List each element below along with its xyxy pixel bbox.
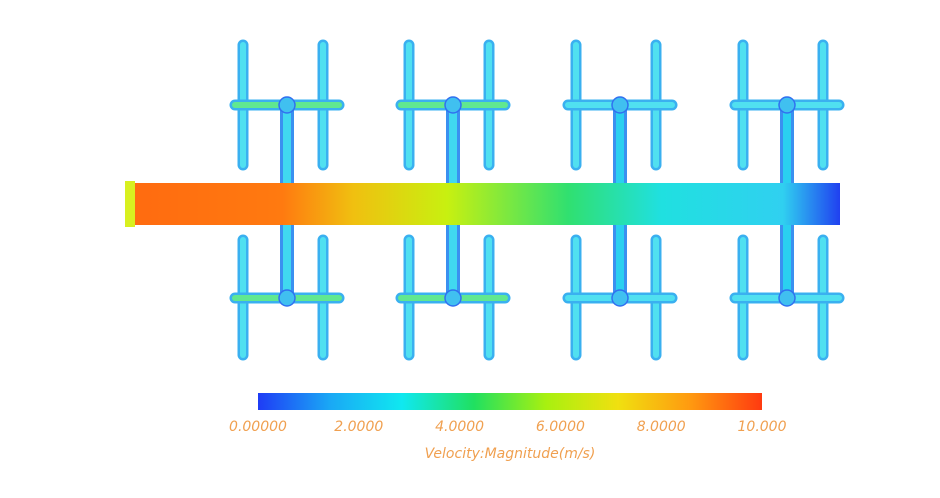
junction (611, 289, 629, 307)
tick-label: 10.000 (738, 419, 787, 435)
junction (611, 96, 629, 114)
tick-label: 8.0000 (637, 419, 686, 435)
junction (444, 96, 462, 114)
junction (278, 289, 296, 307)
junction (278, 96, 296, 114)
inlet (125, 181, 135, 227)
tick-label: 0.00000 (229, 419, 287, 435)
main-pipe (125, 183, 840, 225)
tick-label: 6.0000 (536, 419, 585, 435)
tick-label: 2.0000 (334, 419, 383, 435)
velocity-field (125, 39, 845, 361)
junction (444, 289, 462, 307)
junction (778, 289, 796, 307)
colorbar (258, 393, 762, 410)
junction (778, 96, 796, 114)
tick-label: 4.0000 (435, 419, 484, 435)
colorbar-label: Velocity:Magnitude(m/s) (425, 446, 596, 462)
